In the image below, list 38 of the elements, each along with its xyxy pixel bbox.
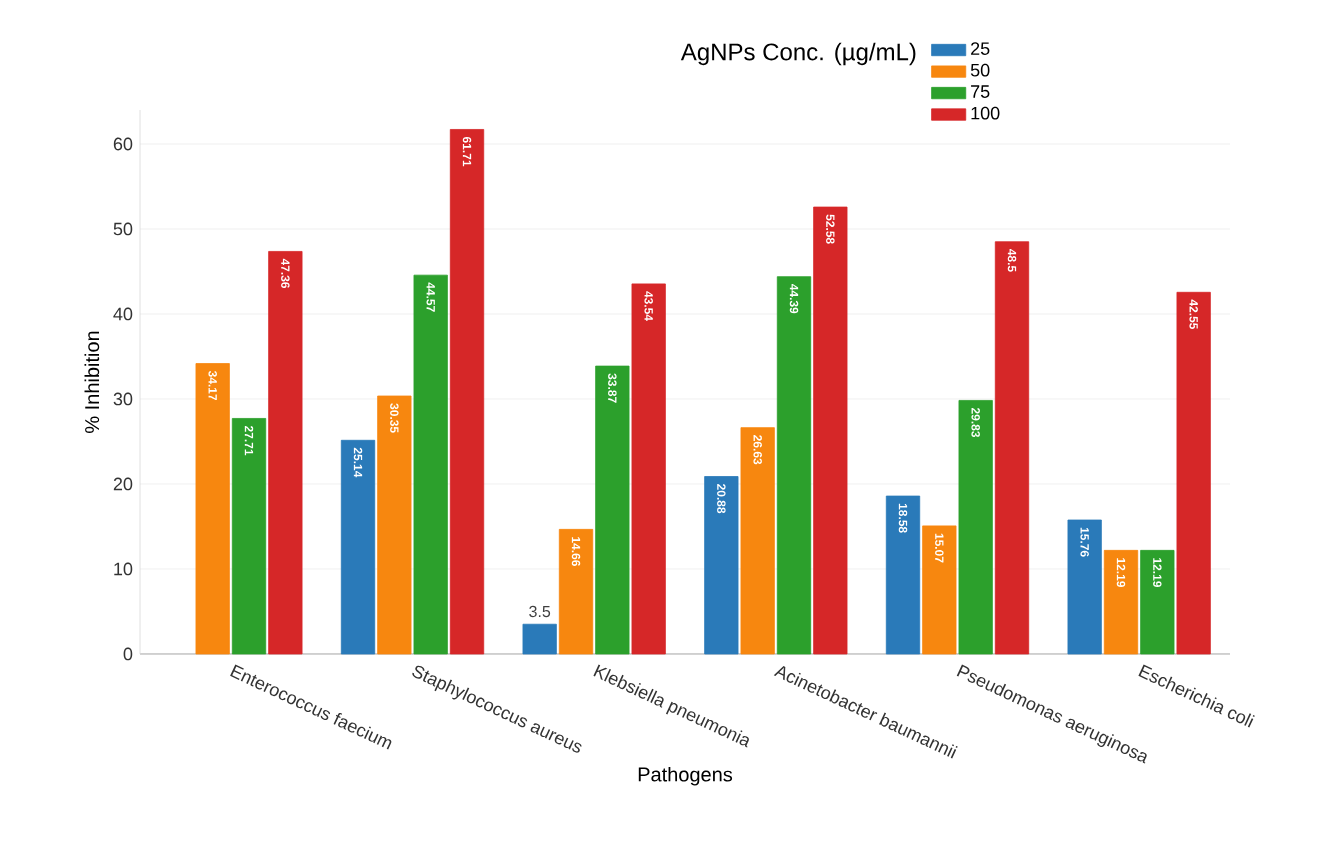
bar (558, 528, 594, 655)
legend-title: AgNPs Conc. (µg/mL) (680, 42, 916, 66)
legend-label: 100 (971, 106, 1000, 120)
bar (1176, 291, 1211, 655)
bar (776, 276, 812, 655)
bar (813, 206, 848, 655)
bar (740, 427, 775, 655)
bar (1067, 519, 1102, 655)
y-tick-label: 60 (113, 137, 133, 151)
y-tick-label: 0 (123, 647, 133, 661)
bar (922, 525, 957, 655)
bar (885, 495, 921, 655)
bar (1140, 549, 1175, 655)
bar (268, 251, 303, 655)
legend-label: 50 (970, 63, 990, 77)
y-tick-label: 10 (114, 562, 133, 576)
bar (631, 283, 666, 655)
bar (449, 129, 485, 655)
bar (195, 363, 230, 655)
bar (340, 439, 376, 655)
bar (704, 476, 739, 655)
bar (994, 241, 1030, 655)
legend-label: 75 (971, 85, 990, 98)
y-tick-label: 40 (113, 307, 133, 321)
y-tick-label: 30 (113, 392, 133, 406)
bar (595, 365, 630, 655)
y-tick-label: 20 (113, 477, 133, 491)
bar (522, 623, 557, 655)
data-label: 3.5 (529, 605, 551, 618)
bar (377, 395, 412, 655)
bar (231, 418, 267, 655)
y-tick-label: 50 (113, 222, 133, 236)
legend-label: 25 (971, 42, 990, 55)
x-axis-title: Pathogens (638, 766, 733, 786)
y-axis-title: % Inhibition (84, 331, 100, 433)
bar (413, 274, 448, 655)
bar (1103, 549, 1139, 655)
bar (958, 400, 993, 655)
